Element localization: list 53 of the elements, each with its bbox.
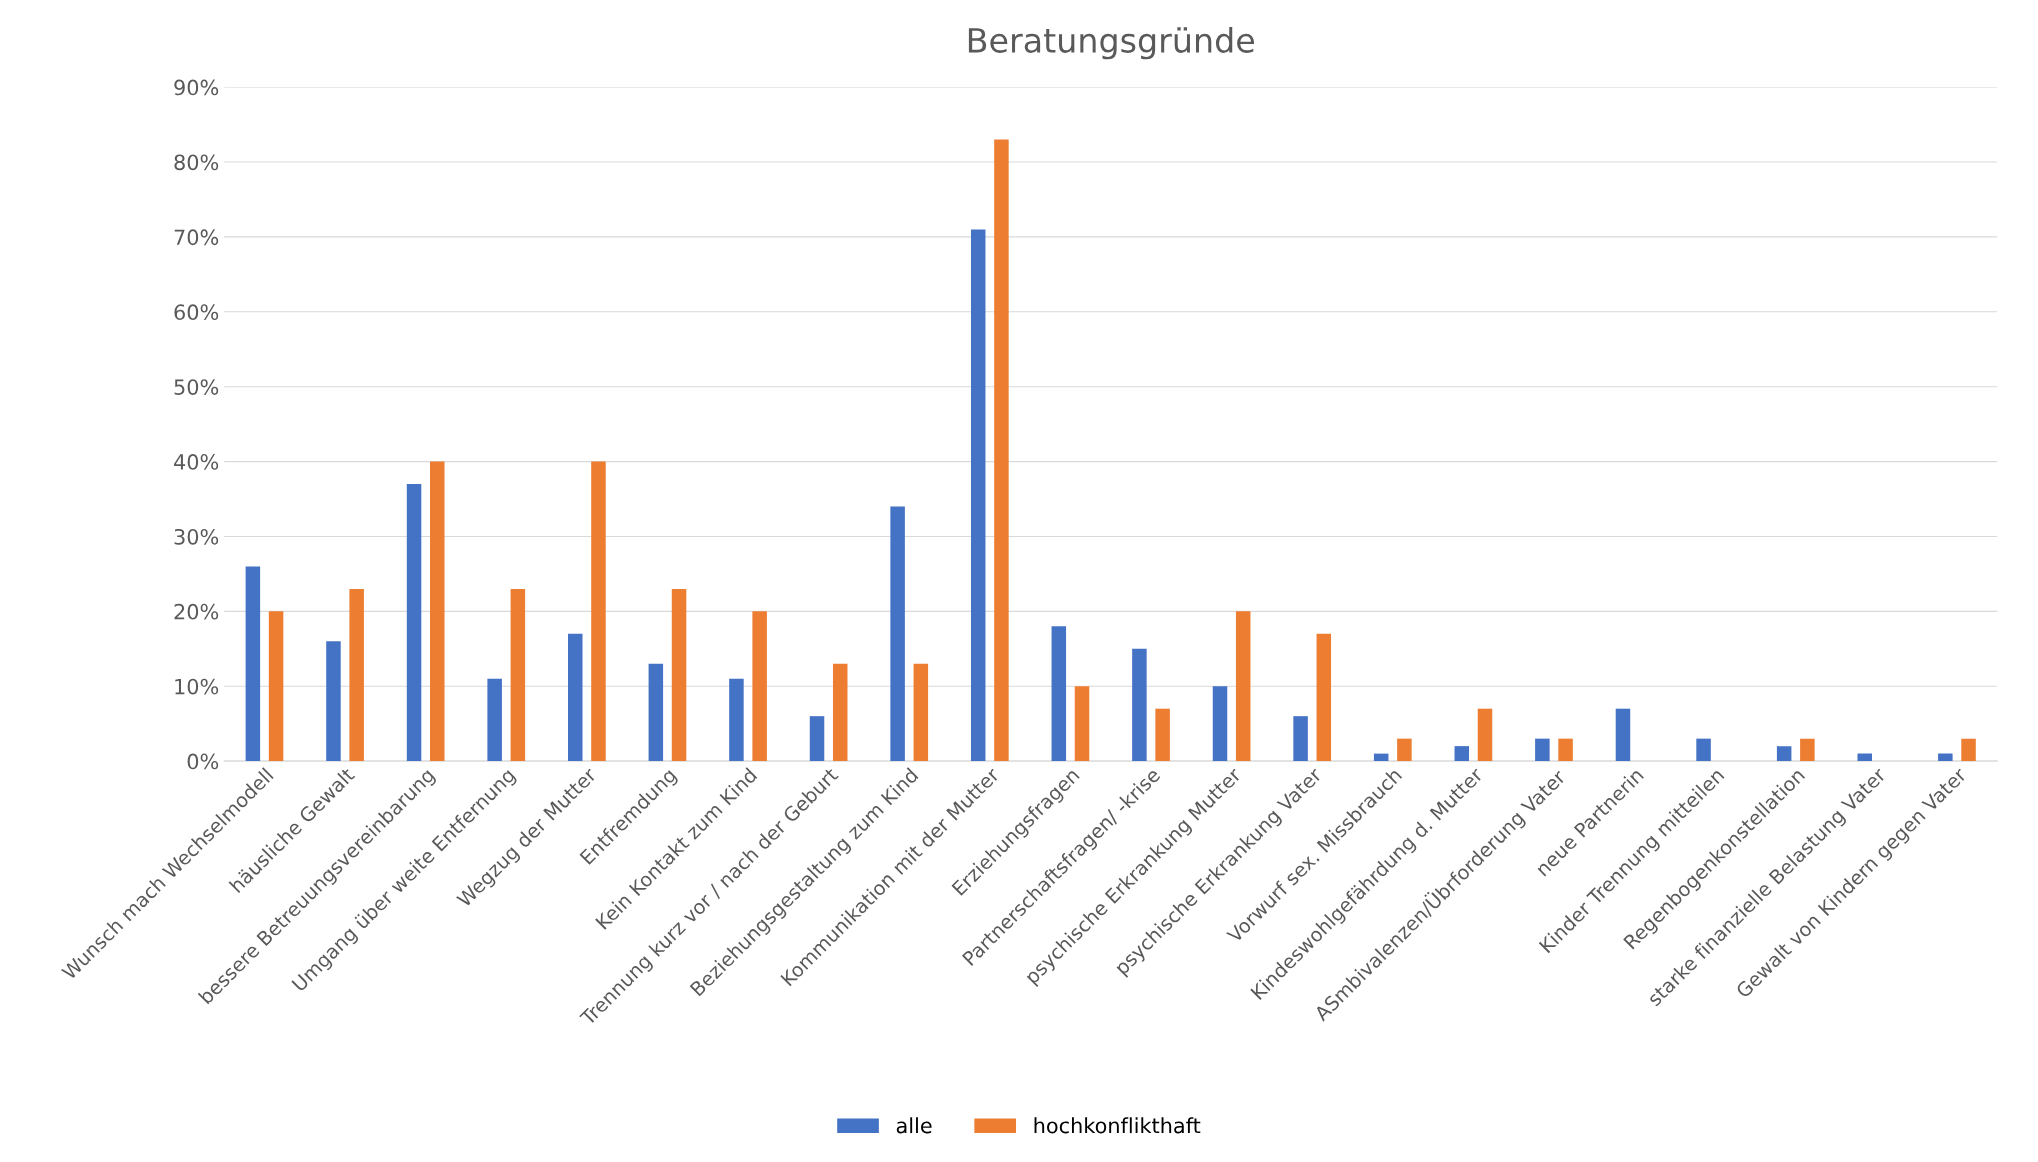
bar bbox=[1132, 648, 1147, 762]
bar bbox=[567, 633, 583, 762]
bar bbox=[832, 663, 848, 762]
bar bbox=[1373, 753, 1389, 762]
bar bbox=[970, 229, 986, 762]
y-tick-label: 90% bbox=[174, 79, 219, 96]
bar bbox=[1477, 708, 1493, 762]
bar bbox=[591, 461, 606, 762]
bar bbox=[487, 678, 502, 762]
bar bbox=[268, 611, 284, 762]
legend-label: hochkonflikthaft bbox=[1034, 1117, 1201, 1134]
bar bbox=[890, 506, 905, 762]
bar bbox=[326, 641, 341, 762]
bar bbox=[913, 663, 929, 762]
bar bbox=[1696, 738, 1711, 762]
y-tick-label: 10% bbox=[175, 678, 219, 695]
y-tick-label: 50% bbox=[174, 379, 219, 395]
bar bbox=[1615, 708, 1631, 762]
bar bbox=[1074, 686, 1090, 762]
bar bbox=[1938, 753, 1953, 762]
bar bbox=[1293, 716, 1308, 762]
bar bbox=[510, 588, 526, 762]
y-tick-label: 60% bbox=[174, 304, 219, 321]
bar bbox=[1397, 738, 1412, 762]
bar bbox=[994, 139, 1009, 762]
bar bbox=[809, 716, 825, 762]
chart-title: Beratungsgründe bbox=[968, 27, 1254, 60]
bar bbox=[1776, 746, 1792, 762]
bar bbox=[1800, 738, 1815, 762]
legend-label: alle bbox=[896, 1117, 932, 1134]
bar bbox=[729, 678, 744, 762]
bar bbox=[1155, 708, 1170, 762]
y-tick-label: 80% bbox=[174, 154, 219, 171]
bar bbox=[752, 611, 767, 762]
y-tick-label: 30% bbox=[174, 528, 219, 545]
bar bbox=[1454, 746, 1470, 762]
bar bbox=[406, 484, 422, 762]
bar bbox=[1212, 686, 1228, 762]
bar bbox=[430, 461, 445, 762]
bar bbox=[1051, 626, 1067, 762]
bar bbox=[648, 663, 664, 762]
bar bbox=[1535, 738, 1550, 762]
y-tick-label: 40% bbox=[174, 454, 219, 470]
bar bbox=[1857, 753, 1872, 762]
bar bbox=[1316, 633, 1332, 762]
bar bbox=[245, 566, 261, 762]
bar bbox=[349, 588, 364, 762]
bar bbox=[671, 588, 687, 762]
y-tick-label: 70% bbox=[174, 229, 219, 246]
bar bbox=[1961, 738, 1976, 762]
bar bbox=[1235, 611, 1251, 762]
bar bbox=[1558, 738, 1573, 762]
y-tick-label: 20% bbox=[174, 603, 219, 620]
